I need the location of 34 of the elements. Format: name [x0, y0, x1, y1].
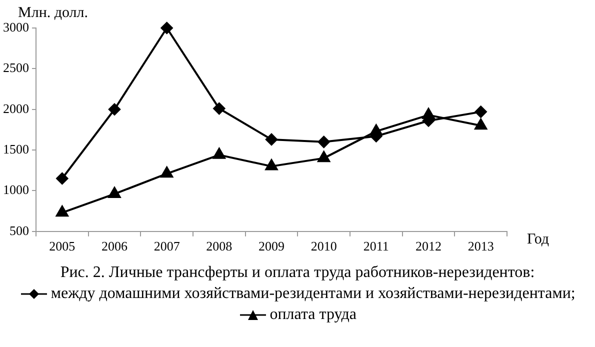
x-axis-title: Год [527, 231, 550, 248]
point [474, 106, 487, 118]
text: Рис. 2. Личные трансферты и оплата труда работников-нерезидентов: [59, 263, 536, 283]
x-tick-label: 2010 [310, 238, 337, 254]
point [213, 102, 226, 115]
point [160, 166, 174, 178]
point [318, 136, 330, 148]
point [212, 148, 226, 159]
point [318, 151, 330, 162]
y-tick-label: 3000 [3, 19, 29, 34]
x-tick-label: 2011 [363, 238, 389, 254]
legend-label: между домашними хозяйствами-резидентами и хозяйствами-нерезидентами; [50, 285, 576, 302]
x-tick-label: 2009 [258, 238, 284, 254]
y-tick-label: 2500 [3, 60, 29, 76]
point [160, 22, 173, 34]
point [265, 159, 278, 170]
legend-label: оплата труда [268, 306, 356, 323]
y-tick-label: 1000 [3, 182, 29, 198]
y-axis-title: Млн. долл. [18, 4, 88, 21]
point [56, 206, 68, 217]
point [108, 103, 120, 116]
x-tick-label: 2012 [416, 238, 442, 254]
x-tick-label: 2005 [49, 238, 76, 254]
point [474, 118, 488, 130]
y-tick-label: 1500 [3, 141, 29, 156]
x-tick-label: 2008 [206, 238, 232, 254]
y-tick-label: 2000 [3, 100, 29, 116]
x-tick-label: 2007 [154, 238, 180, 254]
point [108, 186, 121, 198]
x-tick-label: 2013 [468, 238, 494, 254]
point [56, 172, 68, 185]
x-tick-label: 2006 [102, 238, 128, 254]
point [266, 133, 278, 146]
y-tick-label: 500 [10, 222, 29, 238]
